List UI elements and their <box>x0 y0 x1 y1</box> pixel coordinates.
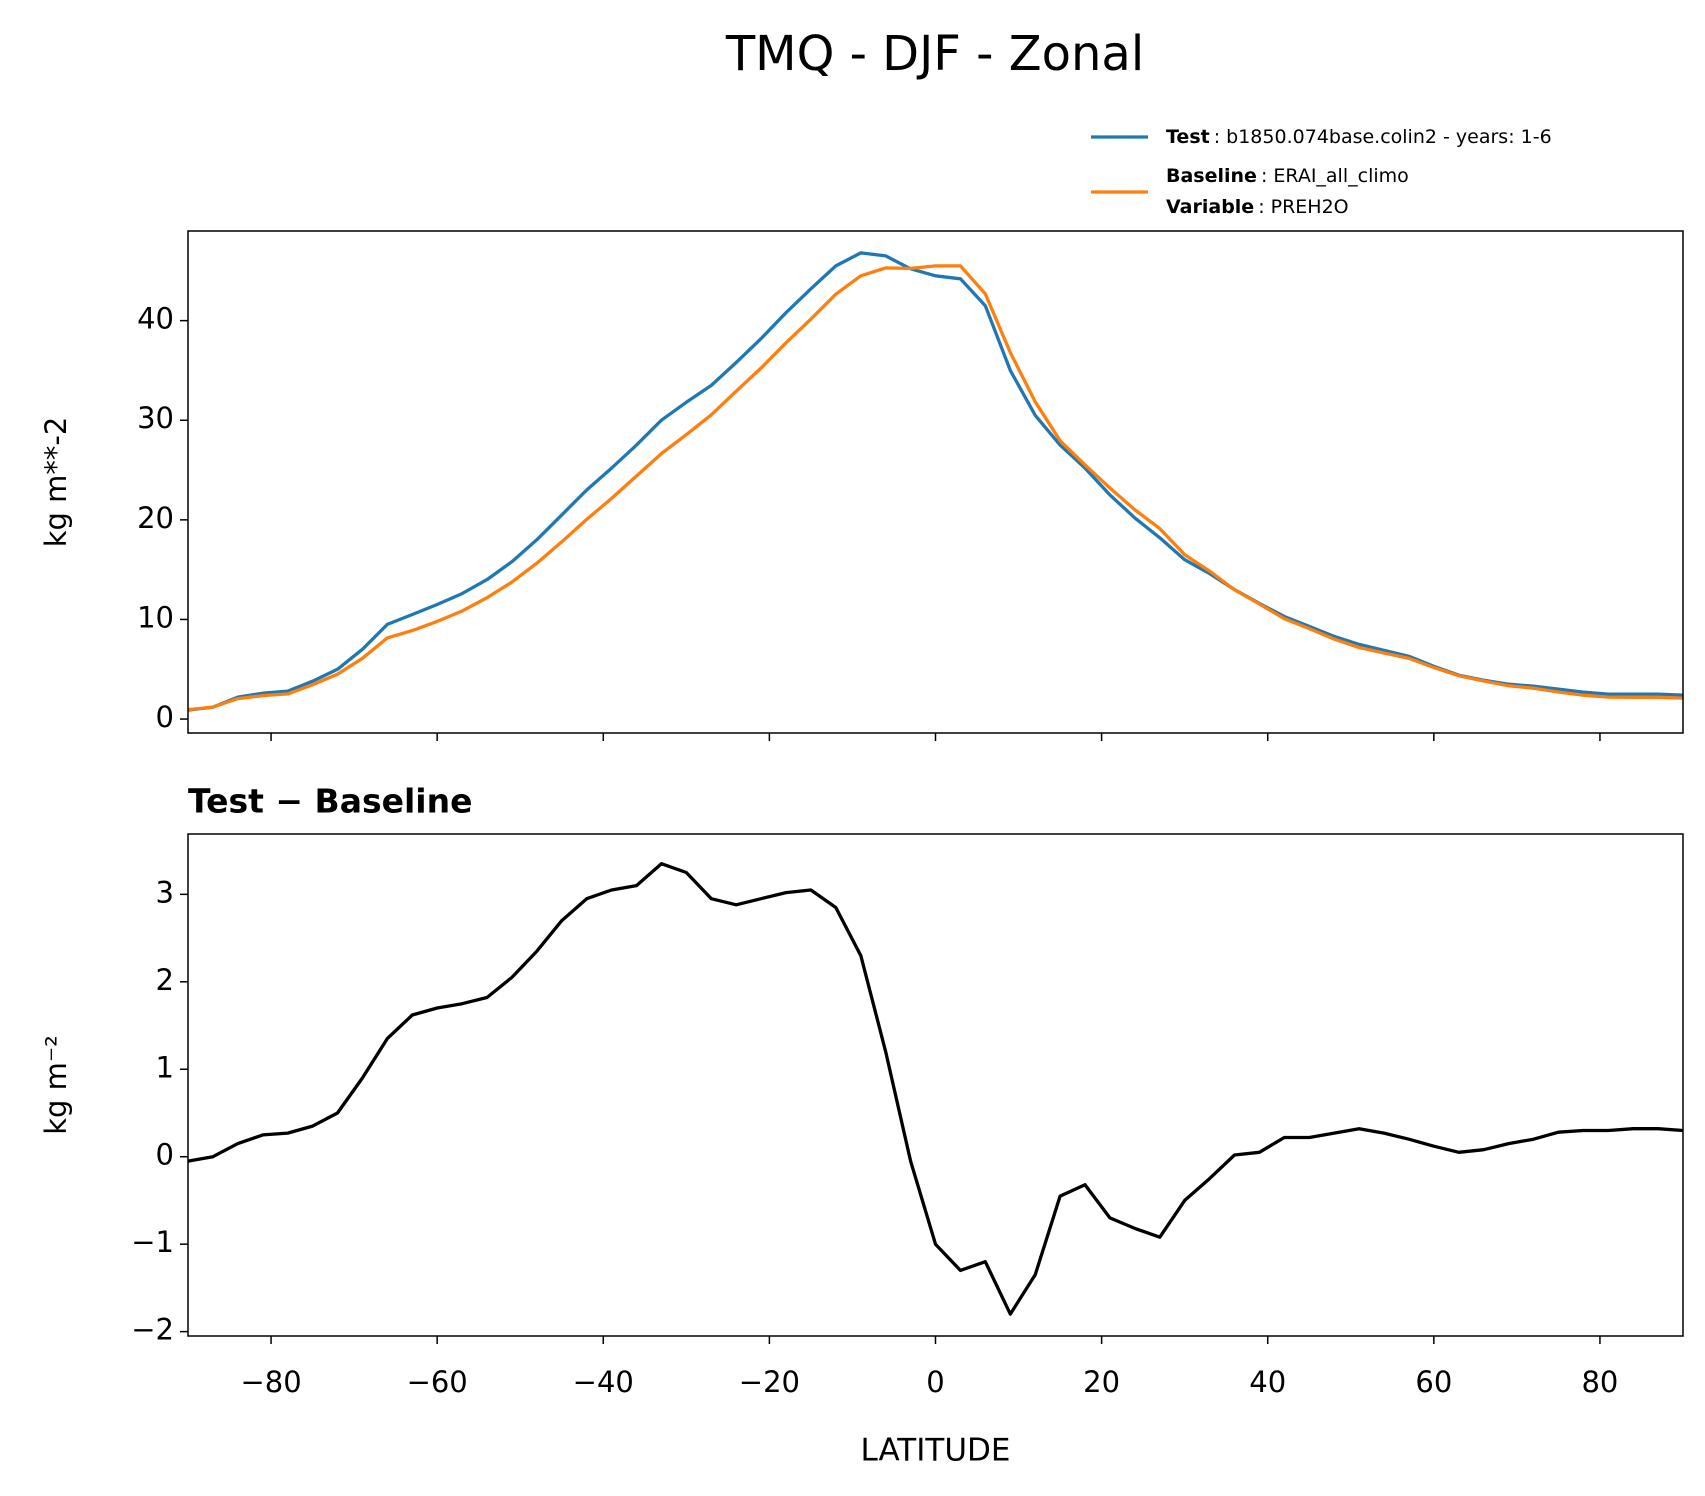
y-tick-label: 2 <box>156 963 174 997</box>
legend-label: Baseline: ERAI_all_climo <box>1166 165 1409 187</box>
x-tick-label: −20 <box>739 1365 800 1399</box>
legend-description: : ERAI_all_climo <box>1261 165 1409 187</box>
legend-name: Test <box>1166 126 1210 148</box>
figure-title: TMQ - DJF - Zonal <box>725 26 1144 82</box>
y-tick-label: 20 <box>137 501 174 535</box>
legend-variable: Variable: PREH2O <box>1166 196 1349 218</box>
x-axis-label: LATITUDE <box>861 1433 1011 1469</box>
legend-label: Test: b1850.074base.colin2 - years: 1-6 <box>1166 126 1552 148</box>
axes-frame <box>187 833 1684 1337</box>
x-tick-label: 40 <box>1249 1365 1286 1399</box>
x-tick-label: 0 <box>926 1365 944 1399</box>
x-tick-label: 80 <box>1581 1365 1618 1399</box>
y-tick-label: 3 <box>156 875 174 909</box>
panel-title: Test − Baseline <box>188 782 473 821</box>
y-tick-label: 40 <box>137 302 174 336</box>
y-tick-label: 30 <box>137 401 174 435</box>
x-tick-label: −80 <box>240 1365 301 1399</box>
axes-frame <box>187 230 1684 734</box>
series-line <box>187 862 1684 1316</box>
y-tick-label: 0 <box>156 700 174 734</box>
legend-variable-label: Variable <box>1166 196 1254 218</box>
series-line <box>187 251 1684 712</box>
series-line <box>187 264 1684 712</box>
y-axis-label: kg m⁻² <box>39 1035 73 1135</box>
y-axis-label: kg m**-2 <box>39 417 73 548</box>
y-tick-label: 1 <box>156 1050 174 1084</box>
legend-name: Baseline <box>1166 165 1257 187</box>
y-tick-label: −1 <box>131 1225 174 1259</box>
y-tick-label: 0 <box>156 1138 174 1172</box>
x-tick-label: −60 <box>407 1365 468 1399</box>
x-tick-label: 60 <box>1415 1365 1452 1399</box>
legend-description: : b1850.074base.colin2 - years: 1-6 <box>1214 126 1552 148</box>
y-tick-label: 10 <box>137 600 174 634</box>
y-tick-label: −2 <box>131 1313 174 1347</box>
x-tick-label: −40 <box>573 1365 634 1399</box>
x-tick-label: 20 <box>1083 1365 1120 1399</box>
legend-variable-value: : PREH2O <box>1258 196 1348 218</box>
